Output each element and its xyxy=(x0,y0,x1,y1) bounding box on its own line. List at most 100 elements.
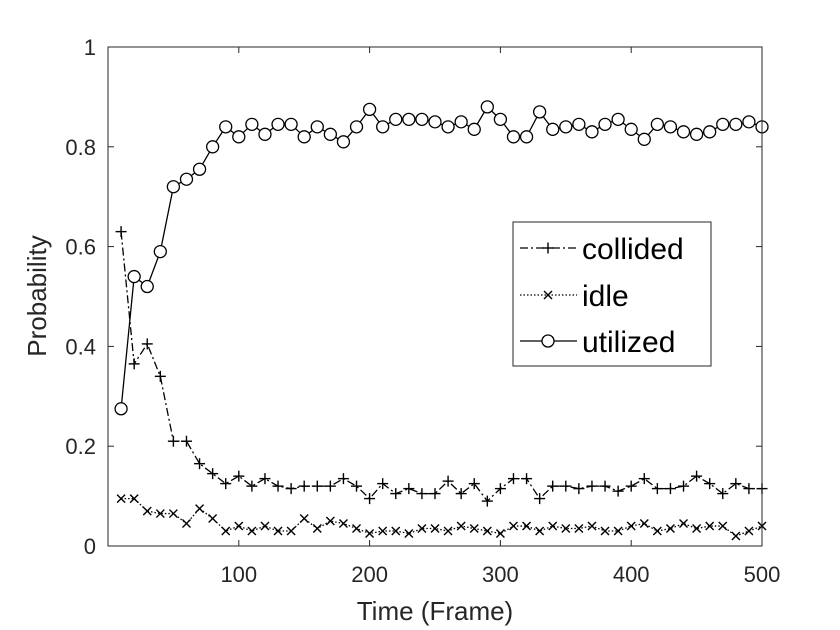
data-point-collided xyxy=(560,480,572,492)
series-utilized xyxy=(114,100,769,416)
data-point-collided xyxy=(207,468,219,480)
data-point-collided xyxy=(468,478,480,490)
data-point-collided xyxy=(612,485,624,497)
legend-marker-collided xyxy=(542,242,554,254)
data-point-idle xyxy=(626,521,636,531)
data-point-utilized xyxy=(323,127,338,141)
y-tick-label: 0.6 xyxy=(65,235,96,260)
data-point-idle xyxy=(692,524,702,534)
data-point-utilized xyxy=(559,120,573,134)
data-point-utilized xyxy=(205,140,220,154)
data-point-idle xyxy=(587,521,597,531)
data-point-collided xyxy=(377,478,389,490)
data-point-collided xyxy=(691,470,703,482)
data-point-utilized xyxy=(245,117,259,131)
x-tick-label: 400 xyxy=(613,562,650,587)
data-point-collided xyxy=(586,480,598,492)
data-point-idle xyxy=(312,524,322,534)
data-point-collided xyxy=(455,488,467,500)
data-point-utilized xyxy=(624,122,638,136)
data-point-idle xyxy=(378,526,388,536)
data-point-collided xyxy=(337,473,349,485)
y-tick-label: 1 xyxy=(84,35,96,60)
data-point-utilized xyxy=(663,120,678,134)
data-point-collided xyxy=(521,473,533,485)
data-point-collided xyxy=(324,480,336,492)
data-point-collided xyxy=(194,458,206,470)
data-point-collided xyxy=(390,488,402,500)
legend-label-utilized: utilized xyxy=(582,326,675,359)
data-point-utilized xyxy=(441,120,455,134)
data-point-idle xyxy=(338,519,348,529)
data-point-utilized xyxy=(742,115,756,129)
data-point-utilized xyxy=(637,132,651,146)
data-point-idle xyxy=(508,521,518,531)
data-point-collided xyxy=(664,483,676,495)
data-point-utilized xyxy=(336,135,351,149)
data-point-idle xyxy=(561,524,571,534)
x-tick-label: 200 xyxy=(351,562,388,587)
x-tick-label: 100 xyxy=(220,562,257,587)
data-point-utilized xyxy=(349,120,364,134)
data-point-utilized xyxy=(362,102,377,117)
data-point-idle xyxy=(430,524,440,534)
data-point-collided xyxy=(180,435,192,447)
data-point-utilized xyxy=(271,117,285,131)
data-point-idle xyxy=(260,521,270,531)
data-point-utilized xyxy=(166,180,181,194)
data-point-collided xyxy=(717,488,729,500)
data-point-collided xyxy=(730,478,742,490)
data-point-utilized xyxy=(572,117,586,131)
data-point-idle xyxy=(365,529,375,539)
y-tick-label: 0 xyxy=(84,534,96,559)
data-point-collided xyxy=(233,470,245,482)
data-point-utilized xyxy=(297,130,311,144)
data-point-collided xyxy=(625,480,637,492)
data-point-idle xyxy=(129,494,139,504)
data-point-collided xyxy=(272,480,284,492)
data-point-idle xyxy=(352,524,362,534)
data-point-idle xyxy=(495,529,505,539)
data-point-collided xyxy=(494,483,506,495)
data-point-idle xyxy=(705,521,715,531)
data-point-collided xyxy=(507,473,519,485)
legend-marker-idle xyxy=(543,290,553,300)
data-point-idle xyxy=(639,519,649,529)
data-point-collided xyxy=(246,480,258,492)
data-point-idle xyxy=(286,526,296,536)
data-point-collided xyxy=(416,488,428,500)
data-point-utilized xyxy=(284,117,298,131)
y-tick-label: 0.2 xyxy=(65,434,96,459)
data-point-utilized xyxy=(402,112,416,127)
series-layer xyxy=(114,100,769,541)
data-point-utilized xyxy=(650,117,665,131)
x-axis-title: Time (Frame) xyxy=(357,596,513,626)
series-line-collided xyxy=(120,231,762,502)
data-point-idle xyxy=(652,526,662,536)
data-point-utilized xyxy=(480,100,494,114)
plot-frame xyxy=(107,46,763,547)
data-point-utilized xyxy=(258,127,272,141)
data-point-idle xyxy=(181,519,191,529)
data-point-idle xyxy=(391,526,401,536)
data-point-idle xyxy=(221,526,231,536)
data-point-collided xyxy=(534,493,546,505)
x-tick-label: 500 xyxy=(744,562,781,587)
data-point-collided xyxy=(220,478,232,490)
data-point-collided xyxy=(128,358,140,370)
data-point-utilized xyxy=(532,105,547,119)
data-point-collided xyxy=(298,480,310,492)
data-point-idle xyxy=(548,521,558,531)
y-axis-title: Probability xyxy=(22,235,52,356)
data-point-utilized xyxy=(389,112,403,127)
data-point-utilized xyxy=(428,115,442,129)
y-tick-label: 0.8 xyxy=(65,135,96,160)
data-point-collided xyxy=(573,483,585,495)
data-point-idle xyxy=(142,506,152,516)
data-point-collided xyxy=(442,475,454,487)
data-point-idle xyxy=(208,514,218,524)
data-point-idle xyxy=(731,531,741,541)
data-point-collided xyxy=(481,495,493,507)
legend-label-collided: collided xyxy=(582,233,684,266)
y-tick-label: 0.4 xyxy=(65,334,96,359)
